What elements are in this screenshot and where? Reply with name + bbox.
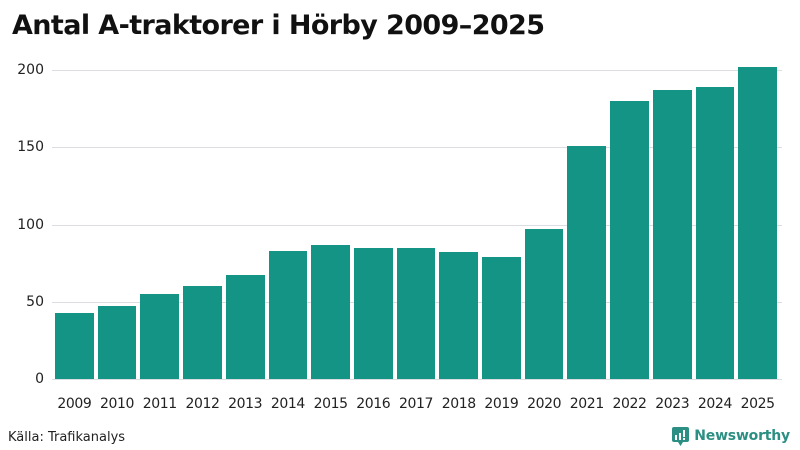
bar-2010[interactable] (97, 306, 137, 379)
bar-2012[interactable] (183, 286, 222, 379)
bar-2013[interactable] (225, 275, 265, 379)
bar-2024[interactable] (695, 86, 735, 379)
x-axis-tick-label: 2020 (527, 396, 562, 412)
x-axis-tick-label: 2017 (398, 396, 434, 412)
bar-2021[interactable] (567, 145, 607, 379)
chart-title: Antal A-traktorer i Hörby 2009–2025 (12, 10, 545, 41)
x-axis-tick-label: 2011 (142, 396, 177, 412)
newsworthy-logo: Newsworthy (672, 427, 790, 446)
y-axis-tick-label: 50 (26, 293, 44, 310)
bar-2018[interactable] (439, 252, 479, 379)
x-axis-tick-label: 2021 (569, 396, 604, 412)
y-axis-tick-label: 100 (17, 216, 44, 233)
brand-name: Newsworthy (694, 427, 790, 444)
x-axis-tick-label: 2009 (57, 396, 92, 412)
bar-2015[interactable] (311, 244, 350, 379)
y-axis-tick-label: 150 (17, 139, 44, 156)
x-axis-tick-label: 2016 (356, 396, 391, 412)
x-axis-tick-label: 2010 (100, 396, 135, 412)
gridline (52, 225, 782, 226)
bar-2017[interactable] (396, 247, 436, 379)
y-axis-tick-label: 0 (35, 371, 44, 387)
x-axis-tick-label: 2023 (655, 396, 690, 412)
gridline (52, 147, 782, 148)
x-axis-tick-label: 2019 (484, 396, 519, 412)
y-axis-tick-label: 200 (17, 62, 44, 78)
bar-2022[interactable] (610, 100, 649, 379)
x-axis-tick-label: 2015 (313, 396, 348, 412)
bar-2025[interactable] (738, 66, 777, 379)
bar-2009[interactable] (55, 312, 94, 379)
bar-2019[interactable] (482, 256, 521, 379)
x-axis-tick-label: 2012 (185, 396, 220, 412)
bar-2020[interactable] (524, 229, 564, 379)
bar-2023[interactable] (652, 90, 692, 379)
gridline (52, 379, 782, 380)
x-axis-tick-label: 2013 (228, 396, 263, 412)
bar-2016[interactable] (353, 247, 393, 379)
gridline (52, 70, 782, 71)
x-axis-tick-label: 2022 (612, 396, 647, 412)
bar-chart-speech-bubble-icon (672, 427, 690, 446)
bar-2011[interactable] (140, 294, 180, 379)
source-note: Källa: Trafikanalys (8, 430, 126, 445)
x-axis-tick-label: 2025 (740, 396, 775, 412)
x-axis-tick-label: 2014 (270, 396, 305, 412)
bar-2014[interactable] (268, 250, 308, 379)
x-axis-tick-label: 2024 (697, 396, 732, 412)
x-axis-tick-label: 2018 (441, 396, 476, 412)
